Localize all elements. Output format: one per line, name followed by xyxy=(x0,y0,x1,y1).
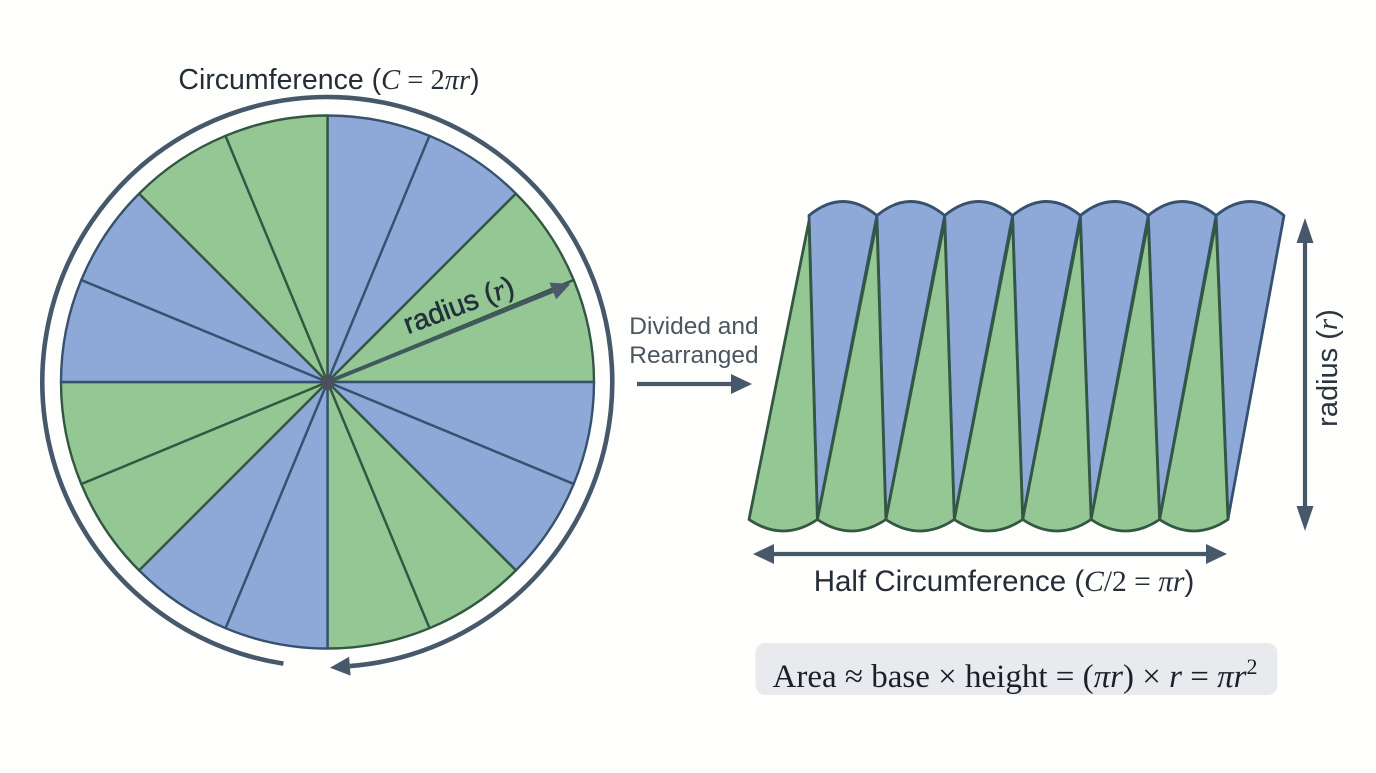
svg-text:Half Circumference (C/2 = πr): Half Circumference (C/2 = πr) xyxy=(814,565,1195,598)
svg-text:Area ≈ base × height = (πr) ×: Area ≈ base × height = (πr) × r = πr2 xyxy=(773,654,1258,695)
svg-text:radius (r): radius (r) xyxy=(1312,309,1344,427)
svg-text:Rearranged: Rearranged xyxy=(629,342,758,369)
svg-text:Circumference (C = 2πr): Circumference (C = 2πr) xyxy=(178,64,479,96)
svg-text:Divided and: Divided and xyxy=(629,313,758,340)
